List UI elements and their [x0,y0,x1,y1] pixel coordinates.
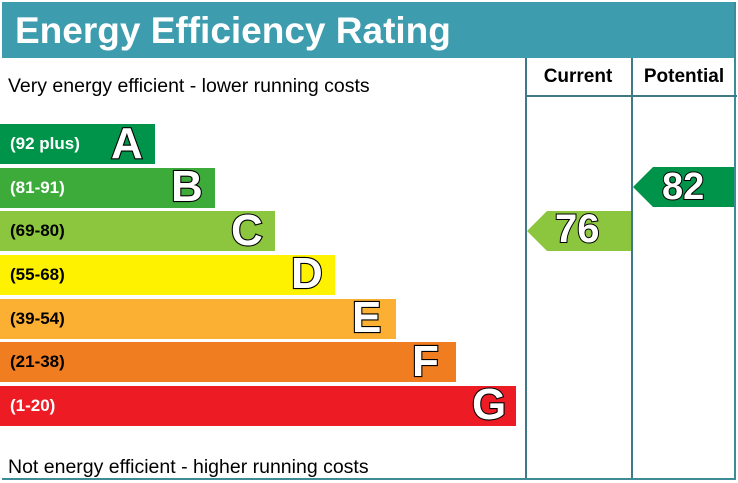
svg-text:F: F [412,337,439,386]
svg-text:E: E [352,293,381,342]
svg-text:C: C [231,206,263,255]
svg-text:76: 76 [555,207,600,251]
svg-text:B: B [171,162,203,211]
svg-text:82: 82 [662,166,704,208]
svg-text:G: G [472,380,506,429]
svg-text:A: A [111,119,143,168]
svg-text:D: D [291,249,323,298]
